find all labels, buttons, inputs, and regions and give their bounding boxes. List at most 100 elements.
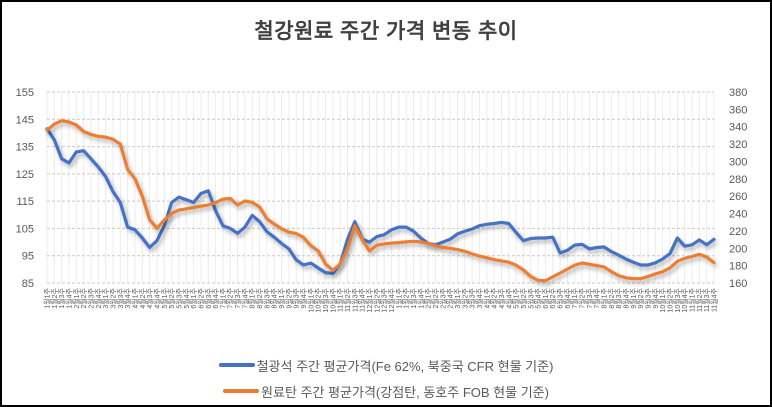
vertical-gridlines: [46, 92, 715, 283]
svg-text:4월2주: 4월2주: [138, 287, 147, 308]
svg-text:10월2주: 10월2주: [314, 287, 323, 312]
svg-text:5월4주: 5월4주: [534, 287, 543, 308]
svg-text:8월1주: 8월1주: [248, 287, 257, 308]
svg-text:7월2주: 7월2주: [226, 287, 235, 308]
svg-text:7월1주: 7월1주: [570, 287, 579, 308]
svg-text:4월4주: 4월4주: [152, 287, 161, 308]
svg-text:6월3주: 6월3주: [556, 287, 565, 308]
svg-text:7월4주: 7월4주: [592, 287, 601, 308]
svg-text:8월3주: 8월3주: [262, 287, 271, 308]
svg-text:105: 105: [16, 223, 34, 235]
svg-text:280: 280: [729, 174, 747, 186]
svg-text:6월1주: 6월1주: [541, 287, 550, 308]
svg-text:3월3주: 3월3주: [116, 287, 125, 308]
svg-text:4월3주: 4월3주: [145, 287, 154, 308]
svg-text:3월3주: 3월3주: [468, 287, 477, 308]
svg-text:1월1주: 1월1주: [43, 287, 52, 308]
svg-text:2월1주: 2월1주: [72, 287, 81, 308]
svg-text:9월3주: 9월3주: [644, 287, 653, 308]
svg-text:145: 145: [16, 114, 34, 126]
svg-text:3월4주: 3월4주: [475, 287, 484, 308]
left-axis-tick-labels: 155 145 135 125 115 105 95 85: [16, 87, 34, 290]
svg-text:12월1주: 12월1주: [365, 287, 374, 312]
iron-ore-line-marker-icon: [218, 363, 255, 367]
svg-text:180: 180: [729, 261, 747, 273]
svg-text:220: 220: [729, 226, 747, 238]
svg-text:10월3주: 10월3주: [321, 287, 330, 312]
svg-text:1월3주: 1월3주: [57, 287, 66, 308]
svg-text:10월3주: 10월3주: [673, 287, 682, 312]
svg-text:3월4주: 3월4주: [123, 287, 132, 308]
svg-text:11월4주: 11월4주: [358, 287, 367, 312]
svg-text:12월3주: 12월3주: [380, 287, 389, 312]
svg-text:2월2주: 2월2주: [431, 287, 440, 308]
svg-text:10월1주: 10월1주: [306, 287, 315, 312]
svg-text:6월2주: 6월2주: [196, 287, 205, 308]
svg-text:8월2주: 8월2주: [255, 287, 264, 308]
legend-item-iron-ore: 철광석 주간 평균가격(Fe 62%, 북중국 CFR 현물 기준): [2, 355, 770, 375]
svg-text:8월3주: 8월3주: [614, 287, 623, 308]
svg-text:115: 115: [16, 196, 34, 208]
svg-text:160: 160: [729, 278, 747, 290]
svg-text:11월2주: 11월2주: [343, 287, 352, 312]
svg-text:300: 300: [729, 156, 747, 168]
svg-text:95: 95: [22, 251, 34, 263]
svg-text:6월3주: 6월3주: [204, 287, 213, 308]
svg-text:8월1주: 8월1주: [600, 287, 609, 308]
svg-text:5월2주: 5월2주: [519, 287, 528, 308]
svg-text:85: 85: [22, 278, 34, 290]
svg-text:240: 240: [729, 209, 747, 221]
svg-text:5월4주: 5월4주: [182, 287, 191, 308]
legend-label-coking-coal: 원료탄 주간 평균가격(강점탄, 동호주 FOB 현물 기준): [261, 384, 549, 400]
svg-text:12월2주: 12월2주: [372, 287, 381, 312]
svg-text:8월4주: 8월4주: [270, 287, 279, 308]
coking-coal-line-marker-icon: [223, 389, 260, 393]
svg-text:360: 360: [729, 104, 747, 116]
legend-label-iron-ore: 철광석 주간 평균가격(Fe 62%, 북중국 CFR 현물 기준): [256, 358, 554, 374]
svg-text:9월4주: 9월4주: [299, 287, 308, 308]
svg-text:125: 125: [16, 169, 34, 181]
svg-text:11월4주: 11월4주: [710, 287, 719, 312]
svg-text:10월1주: 10월1주: [658, 287, 667, 312]
svg-text:2월4주: 2월4주: [446, 287, 455, 308]
svg-text:11월2주: 11월2주: [695, 287, 704, 312]
svg-text:10월4주: 10월4주: [680, 287, 689, 312]
svg-text:11월3주: 11월3주: [702, 287, 711, 312]
svg-text:2월3주: 2월3주: [438, 287, 447, 308]
svg-text:8월2주: 8월2주: [607, 287, 616, 308]
svg-text:9월4주: 9월4주: [651, 287, 660, 308]
svg-text:6월2주: 6월2주: [548, 287, 557, 308]
svg-text:2월1주: 2월1주: [424, 287, 433, 308]
svg-text:380: 380: [729, 87, 747, 99]
svg-text:7월4주: 7월4주: [240, 287, 249, 308]
svg-text:1월4주: 1월4주: [64, 287, 73, 308]
svg-text:5월1주: 5월1주: [512, 287, 521, 308]
svg-text:1월2주: 1월2주: [50, 287, 59, 308]
svg-text:9월3주: 9월3주: [292, 287, 301, 308]
svg-text:4월1주: 4월1주: [130, 287, 139, 308]
svg-text:1월4주: 1월4주: [416, 287, 425, 308]
horizontal-gridlines: [47, 91, 714, 284]
svg-text:1월3주: 1월3주: [409, 287, 418, 308]
svg-text:3월1주: 3월1주: [101, 287, 110, 308]
svg-text:9월1주: 9월1주: [277, 287, 286, 308]
svg-text:9월2주: 9월2주: [636, 287, 645, 308]
svg-text:2월4주: 2월4주: [94, 287, 103, 308]
svg-text:4월3주: 4월3주: [497, 287, 506, 308]
legend-item-coking-coal: 원료탄 주간 평균가격(강점탄, 동호주 FOB 현물 기준): [2, 381, 770, 401]
svg-text:320: 320: [729, 139, 747, 151]
svg-text:5월1주: 5월1주: [160, 287, 169, 308]
svg-text:5월3주: 5월3주: [174, 287, 183, 308]
svg-text:7월3주: 7월3주: [585, 287, 594, 308]
chart-title: 철강원료 주간 가격 변동 추이: [254, 20, 518, 43]
svg-text:4월2주: 4월2주: [490, 287, 499, 308]
svg-text:1월2주: 1월2주: [402, 287, 411, 308]
svg-text:4월4주: 4월4주: [504, 287, 513, 308]
svg-text:6월4주: 6월4주: [563, 287, 572, 308]
svg-text:5월3주: 5월3주: [526, 287, 535, 308]
svg-text:2월2주: 2월2주: [79, 287, 88, 308]
svg-text:10월4주: 10월4주: [328, 287, 337, 312]
svg-text:3월2주: 3월2주: [108, 287, 117, 308]
svg-text:8월4주: 8월4주: [622, 287, 631, 308]
